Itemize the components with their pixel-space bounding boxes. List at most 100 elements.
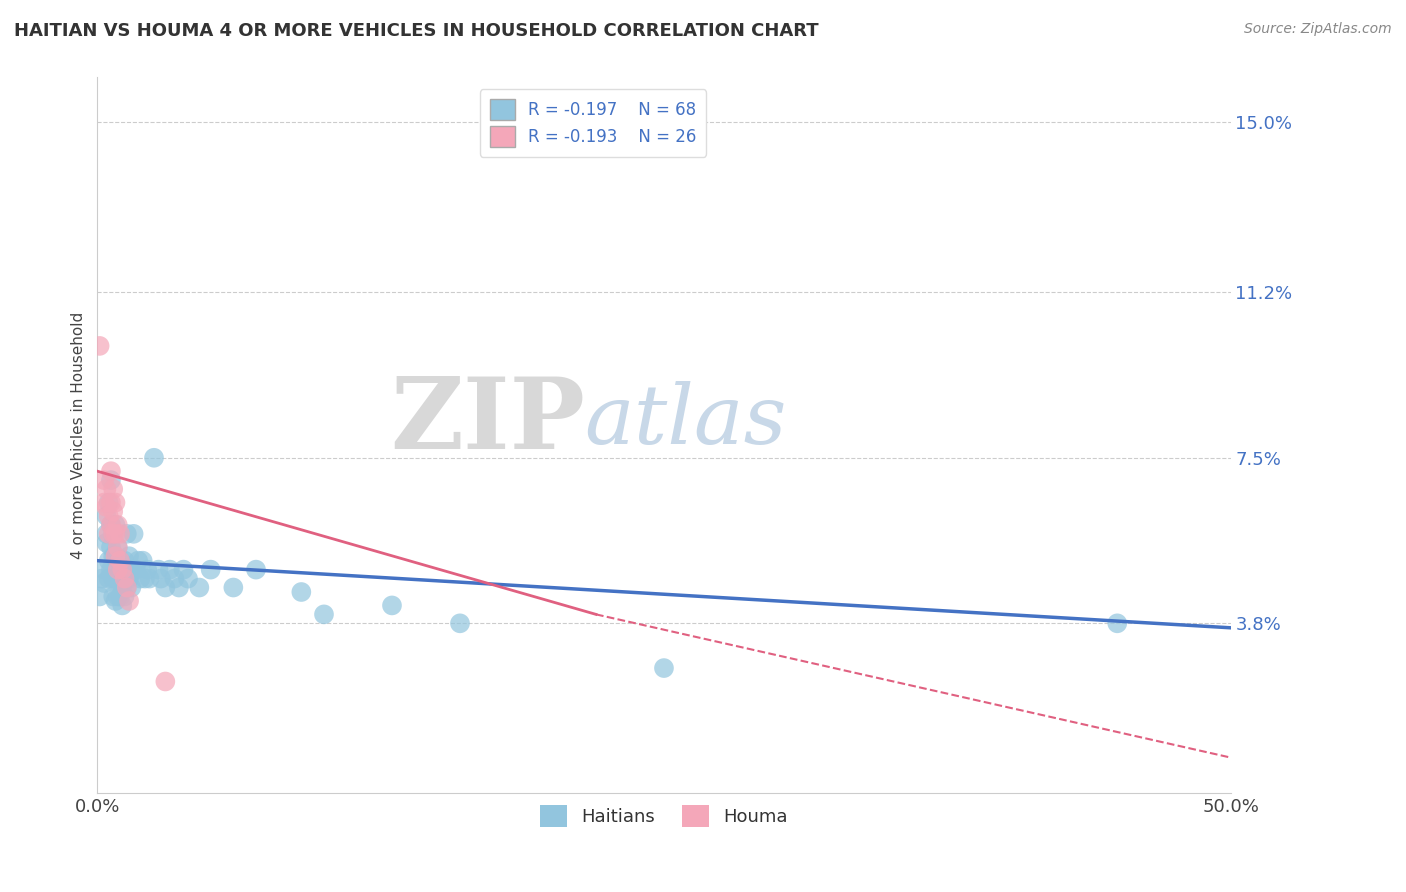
- Point: [245, 563, 267, 577]
- Point: [103, 590, 125, 604]
- Point: [100, 541, 122, 555]
- Point: [155, 581, 177, 595]
- Point: [93, 576, 115, 591]
- Point: [143, 450, 166, 465]
- Point: [104, 572, 127, 586]
- Point: [100, 517, 122, 532]
- Point: [134, 572, 156, 586]
- Point: [172, 563, 194, 577]
- Point: [115, 581, 138, 595]
- Point: [96, 508, 118, 523]
- Point: [103, 572, 125, 586]
- Point: [114, 572, 136, 586]
- Point: [290, 585, 312, 599]
- Point: [89, 590, 111, 604]
- Point: [1107, 616, 1129, 631]
- Point: [103, 526, 125, 541]
- Point: [89, 339, 111, 353]
- Point: [125, 563, 148, 577]
- Point: [90, 572, 112, 586]
- Point: [129, 572, 152, 586]
- Point: [108, 590, 131, 604]
- Point: [122, 526, 145, 541]
- Point: [111, 563, 134, 577]
- Point: [167, 581, 190, 595]
- Point: [200, 563, 222, 577]
- Point: [138, 572, 160, 586]
- Point: [97, 508, 120, 523]
- Point: [103, 482, 125, 496]
- Point: [114, 554, 136, 568]
- Point: [108, 554, 131, 568]
- Point: [111, 599, 134, 613]
- Point: [100, 464, 122, 478]
- Point: [104, 594, 127, 608]
- Point: [104, 517, 127, 532]
- Point: [120, 563, 142, 577]
- Point: [111, 581, 134, 595]
- Point: [96, 526, 118, 541]
- Point: [148, 563, 170, 577]
- Point: [107, 541, 129, 555]
- Point: [149, 572, 172, 586]
- Point: [652, 661, 675, 675]
- Point: [104, 549, 127, 564]
- Point: [114, 572, 136, 586]
- Point: [163, 572, 186, 586]
- Point: [159, 563, 181, 577]
- Point: [100, 473, 122, 487]
- Point: [100, 517, 122, 532]
- Point: [177, 572, 200, 586]
- Point: [381, 599, 404, 613]
- Point: [103, 504, 125, 518]
- Point: [100, 563, 122, 577]
- Text: ZIP: ZIP: [389, 373, 585, 469]
- Point: [97, 554, 120, 568]
- Point: [104, 526, 127, 541]
- Text: HAITIAN VS HOUMA 4 OR MORE VEHICLES IN HOUSEHOLD CORRELATION CHART: HAITIAN VS HOUMA 4 OR MORE VEHICLES IN H…: [14, 22, 818, 40]
- Point: [100, 495, 122, 509]
- Point: [97, 526, 120, 541]
- Point: [108, 572, 131, 586]
- Point: [136, 563, 159, 577]
- Point: [120, 581, 142, 595]
- Point: [114, 590, 136, 604]
- Text: atlas: atlas: [585, 381, 787, 461]
- Point: [115, 526, 138, 541]
- Point: [118, 549, 141, 564]
- Point: [108, 526, 131, 541]
- Point: [93, 563, 115, 577]
- Point: [93, 473, 115, 487]
- Point: [107, 590, 129, 604]
- Point: [104, 495, 127, 509]
- Point: [97, 572, 120, 586]
- Point: [131, 554, 153, 568]
- Point: [104, 549, 127, 564]
- Point: [312, 607, 335, 622]
- Point: [118, 594, 141, 608]
- Point: [108, 554, 131, 568]
- Point: [103, 549, 125, 564]
- Point: [449, 616, 471, 631]
- Point: [222, 581, 245, 595]
- Point: [115, 581, 138, 595]
- Point: [96, 482, 118, 496]
- Point: [107, 563, 129, 577]
- Point: [111, 563, 134, 577]
- Legend: Haitians, Houma: Haitians, Houma: [533, 798, 796, 834]
- Point: [155, 674, 177, 689]
- Point: [103, 526, 125, 541]
- Point: [97, 495, 120, 509]
- Point: [93, 495, 115, 509]
- Point: [107, 517, 129, 532]
- Y-axis label: 4 or more Vehicles in Household: 4 or more Vehicles in Household: [72, 312, 86, 559]
- Point: [107, 572, 129, 586]
- Point: [188, 581, 211, 595]
- Point: [127, 554, 149, 568]
- Point: [96, 535, 118, 549]
- Point: [118, 572, 141, 586]
- Point: [96, 500, 118, 514]
- Point: [115, 563, 138, 577]
- Text: Source: ZipAtlas.com: Source: ZipAtlas.com: [1244, 22, 1392, 37]
- Point: [107, 541, 129, 555]
